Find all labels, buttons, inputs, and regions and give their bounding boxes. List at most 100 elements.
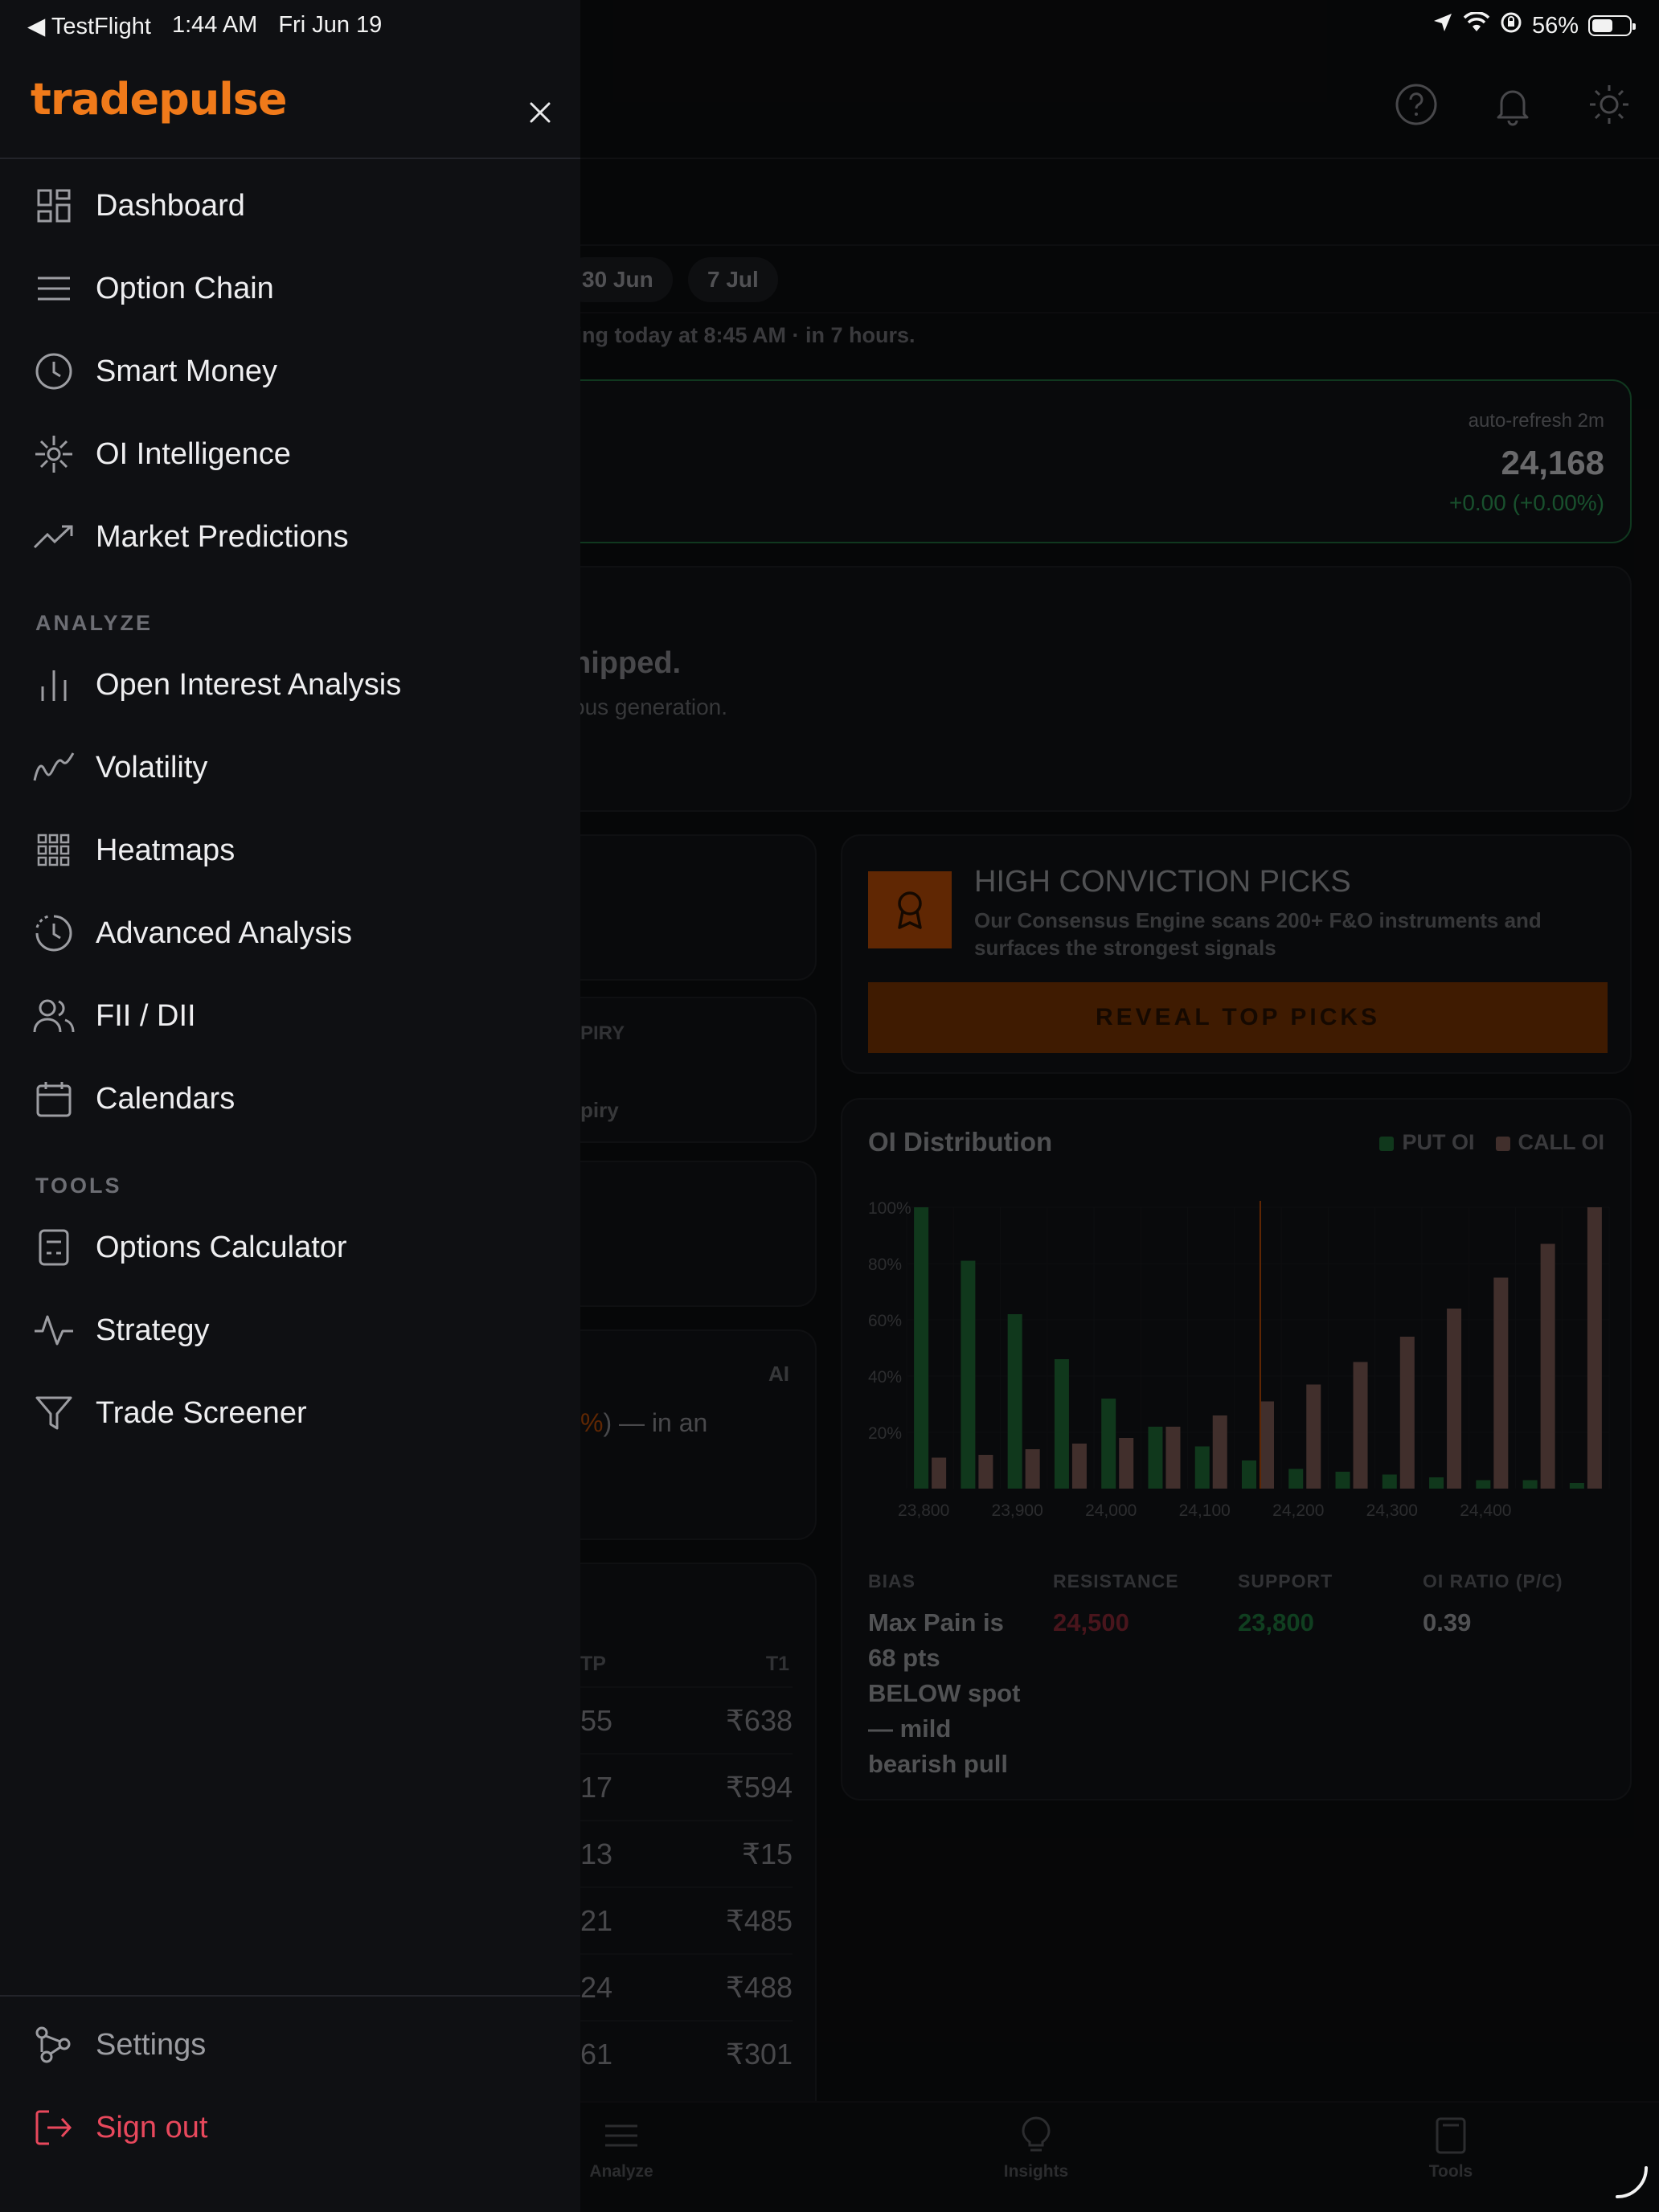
nav-item-label: Sign out [96, 2110, 208, 2144]
t1-cell: ₹485 [726, 1904, 793, 1937]
put-oi-bar [1569, 1483, 1584, 1489]
dots-grid-icon [32, 829, 76, 872]
oi-legend: PUT OI CALL OI [1379, 1130, 1604, 1155]
top-icon-bar [1392, 80, 1633, 129]
nav-item-trade-screener[interactable]: Trade Screener [0, 1376, 580, 1450]
call-oi-bar [1399, 1337, 1415, 1489]
calendar-icon [32, 1077, 76, 1120]
battery-level [1592, 19, 1612, 32]
nav-item-oi-intelligence[interactable]: OI Intelligence [0, 417, 580, 491]
put-oi-bar [1429, 1477, 1444, 1489]
brief-title: hipped. [572, 646, 682, 680]
table-row[interactable]: 24 ₹488 [580, 1953, 793, 2019]
nav-item-label: Dashboard [96, 188, 245, 223]
status-date: Fri Jun 19 [278, 12, 383, 38]
table-row[interactable]: 13 ₹15 [580, 1820, 793, 1886]
legend-call-swatch [1495, 1137, 1510, 1151]
nav-item-label: Market Predictions [96, 519, 349, 554]
grid-icon [32, 184, 76, 227]
nav-item-sign-out[interactable]: Sign out [0, 2091, 580, 2165]
pie-clock-icon [32, 911, 76, 955]
resize-handle-icon[interactable] [1614, 2165, 1649, 2204]
nav-item-fii-dii[interactable]: FII / DII [0, 979, 580, 1053]
nav-item-advanced-analysis[interactable]: Advanced Analysis [0, 896, 580, 970]
bar-chart-icon [32, 663, 76, 707]
expiry-chip[interactable]: 7 Jul [688, 257, 778, 302]
nav-item-strategy[interactable]: Strategy [0, 1293, 580, 1367]
theme-sun-icon[interactable] [1585, 80, 1633, 129]
ltp-cell: 55 [580, 1704, 613, 1737]
brief-subtitle: ous generation. [572, 694, 728, 719]
put-oi-bar [914, 1207, 929, 1489]
high-conviction-description: Our Consensus Engine scans 200+ F&O inst… [974, 908, 1542, 960]
wifi-icon [1463, 11, 1490, 39]
table-row[interactable]: 55 ₹638 [580, 1686, 793, 1752]
high-conviction-title: HIGH CONVICTION PICKS [974, 865, 1351, 899]
nav-item-label: Smart Money [96, 354, 277, 388]
close-icon[interactable] [516, 88, 564, 137]
nav-item-open-interest-analysis[interactable]: Open Interest Analysis [0, 648, 580, 722]
legend-put-label: PUT OI [1402, 1130, 1475, 1154]
put-oi-bar [1476, 1480, 1491, 1489]
tab-tools[interactable]: Tools [1387, 2114, 1515, 2181]
table-row[interactable]: 21 ₹485 [580, 1886, 793, 1952]
back-to-app-link[interactable]: ◀ TestFlight [27, 14, 151, 39]
nav-item-volatility[interactable]: Volatility [0, 731, 580, 805]
bell-icon[interactable] [1489, 80, 1537, 129]
menu-icon [557, 2114, 686, 2157]
x-tick-label: 24,300 [1366, 1501, 1418, 1520]
support-label: SUPPORT [1238, 1571, 1333, 1591]
oi-ratio-value: 0.39 [1423, 1608, 1472, 1636]
bias-stat: BIAS Max Pain is 68 pts BELOW spot — mil… [868, 1571, 1053, 1782]
call-oi-bar [1306, 1384, 1321, 1489]
nav-item-settings[interactable]: Settings [0, 2008, 580, 2082]
ltp-cell: 13 [580, 1837, 613, 1870]
expiry-label: PIRY [580, 1022, 625, 1044]
nav-item-smart-money[interactable]: Smart Money [0, 334, 580, 408]
call-oi-bar [1025, 1449, 1040, 1489]
call-oi-bar [932, 1457, 947, 1489]
refresh-label: auto-refresh 2m [1468, 410, 1604, 432]
settings-icon [32, 2023, 76, 2067]
nav-item-label: Volatility [96, 750, 208, 784]
help-icon[interactable] [1392, 80, 1440, 129]
nav-item-calendars[interactable]: Calendars [0, 1062, 580, 1136]
call-oi-bar [978, 1455, 993, 1489]
table-row[interactable]: 61 ₹301 [580, 2020, 793, 2086]
pulse-icon [32, 1309, 76, 1352]
legend-put-swatch [1379, 1137, 1395, 1151]
t1-cell: ₹15 [742, 1837, 793, 1870]
put-oi-bar [1101, 1399, 1116, 1489]
nav-item-dashboard[interactable]: Dashboard [0, 169, 580, 243]
y-tick-label: 80% [868, 1256, 902, 1274]
ai-summary: %) — in an [580, 1408, 707, 1438]
put-oi-bar [1148, 1427, 1163, 1489]
support-stat: SUPPORT 23,800 [1238, 1571, 1423, 1782]
trading-note: ding today at 8:45 AM · in 7 hours. [563, 323, 916, 347]
tab-analyze[interactable]: Analyze [557, 2114, 686, 2181]
nav-item-label: Trade Screener [96, 1395, 307, 1430]
legend-call: CALL OI [1495, 1130, 1604, 1155]
reveal-top-picks-button[interactable]: REVEAL TOP PICKS [868, 982, 1608, 1053]
expiry-chip[interactable]: 30 Jun [563, 257, 673, 302]
nav-item-label: OI Intelligence [96, 436, 291, 471]
nav-item-label: FII / DII [96, 998, 196, 1033]
table-row[interactable]: 17 ₹594 [580, 1753, 793, 1819]
filter-icon [32, 1391, 76, 1435]
bias-label: BIAS [868, 1571, 916, 1591]
nav-item-label: Strategy [96, 1313, 210, 1347]
put-oi-bar [1335, 1472, 1350, 1489]
oi-distribution-title: OI Distribution [868, 1127, 1053, 1157]
section-label-tools: TOOLS [35, 1174, 122, 1198]
nav-item-option-chain[interactable]: Option Chain [0, 252, 580, 326]
side-drawer: tradepulse Dashboard Option Chain Smart … [0, 0, 580, 2212]
nav-item-market-predictions[interactable]: Market Predictions [0, 500, 580, 574]
put-oi-bar [1242, 1460, 1256, 1489]
nav-item-heatmaps[interactable]: Heatmaps [0, 813, 580, 887]
nav-item-options-calculator[interactable]: Options Calculator [0, 1210, 580, 1284]
tab-insights[interactable]: Insights [972, 2114, 1100, 2181]
status-bar: ◀ TestFlight 1:44 AM Fri Jun 19 56% [0, 0, 1659, 51]
put-oi-bar [1288, 1469, 1304, 1489]
tab-tools-label: Tools [1428, 2162, 1473, 2181]
drawer-header: tradepulse [0, 51, 580, 159]
